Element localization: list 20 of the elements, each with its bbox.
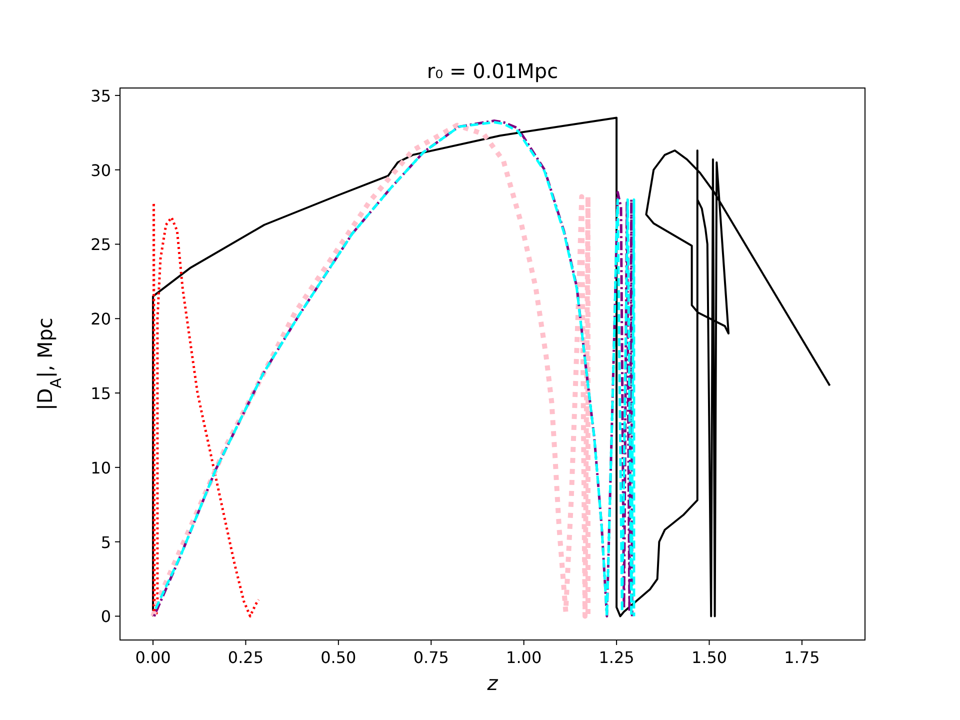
y-tick-label: 0	[100, 607, 111, 626]
x-axis-title: z	[486, 671, 498, 695]
chart-title: r₀ = 0.01Mpc	[426, 59, 558, 83]
x-tick-label: 1.50	[691, 648, 728, 667]
x-tick-label: 0.75	[413, 648, 449, 667]
y-tick-label: 30	[90, 160, 111, 180]
line-series	[152, 201, 260, 618]
y-tick-label: 15	[90, 384, 111, 404]
y-tick-label: 10	[90, 458, 111, 478]
y-tick-label: 25	[90, 235, 111, 254]
x-tick-label: 0.25	[228, 648, 264, 667]
x-tick-label: 1.75	[784, 648, 820, 667]
line-series	[152, 116, 831, 618]
x-tick-label: 0.50	[320, 648, 356, 667]
y-tick-label: 5	[100, 532, 111, 552]
x-tick-label: 1.00	[506, 648, 542, 667]
y-tick-label: 35	[90, 86, 111, 106]
x-tick-label: 0.00	[135, 648, 171, 667]
x-tick-label: 1.25	[598, 648, 634, 667]
y-tick-label: 20	[90, 310, 111, 329]
